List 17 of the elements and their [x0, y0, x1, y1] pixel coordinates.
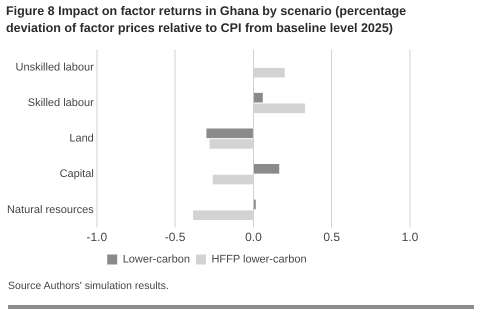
legend-label: HFFP lower-carbon [211, 254, 307, 266]
chart-title: Figure 8 Impact on factor returns in Ghana by scenario (percentage deviation of factor prices relative to CPI from baseline level 2025) [6, 3, 408, 37]
bar [206, 128, 253, 138]
x-tick-label: 0.0 [245, 230, 262, 244]
y-tick-label: Capital [60, 168, 94, 180]
x-tick-label: 0.5 [323, 230, 340, 244]
y-tick-label: Natural resources [6, 204, 94, 216]
y-tick-label: Unskilled labour [16, 61, 94, 74]
y-tick-label: Skilled labour [28, 97, 94, 110]
bar [254, 164, 280, 174]
legend-label: Lower-carbon [122, 254, 190, 266]
x-tick-label: -1.0 [86, 230, 108, 244]
x-tick-label: 1.0 [402, 230, 419, 244]
x-tick-label: -0.5 [164, 230, 186, 244]
y-tick-label: Land [69, 132, 94, 145]
bar [254, 92, 263, 102]
source-note: Source Authors' simulation results. [8, 280, 169, 292]
